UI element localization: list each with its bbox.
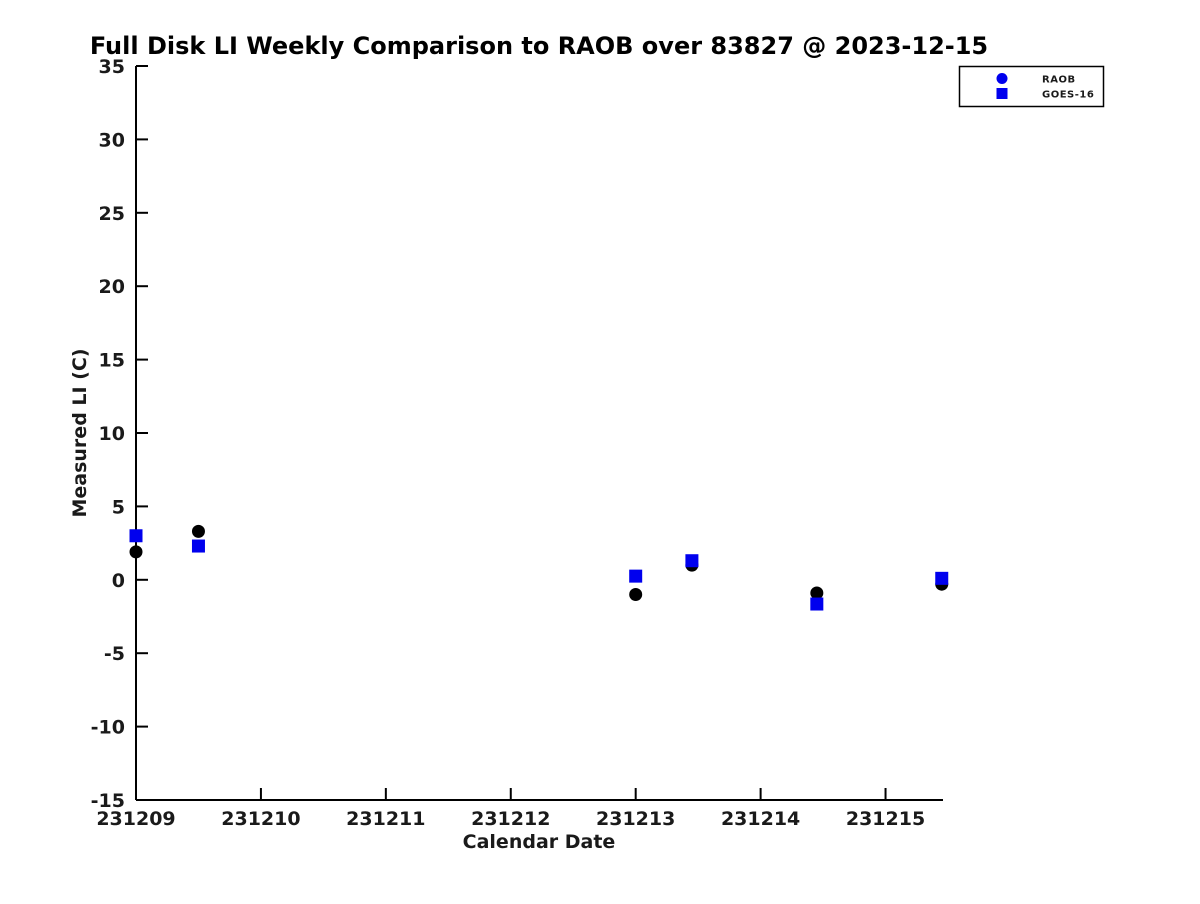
y-tick-label: 30 [99,129,125,151]
data-point-raob [629,587,643,601]
y-tick-label: 20 [99,276,125,298]
y-tick-label: -10 [91,717,125,739]
y-tick-label: -15 [91,790,125,812]
y-tick-label: 10 [99,423,125,445]
y-tick-label: 5 [112,496,125,518]
data-point-goes-16 [629,569,643,583]
data-point-goes-16 [129,529,143,543]
y-tick-label: 15 [99,350,125,372]
legend-marker-goes-16-icon [996,88,1008,99]
data-point-goes-16 [935,571,949,585]
chart-title: Full Disk LI Weekly Comparison to RAOB o… [90,32,988,60]
legend-label-raob: RAOB [1042,75,1076,86]
legend-box [958,65,1105,108]
x-tick-label: 231211 [346,808,425,830]
x-tick-label: 231210 [221,808,300,830]
y-tick-label: 35 [99,56,125,78]
legend-marker-raob-icon [996,73,1008,84]
legend-label-goes-16: GOES-16 [1042,90,1094,101]
x-axis-label: Calendar Date [463,831,616,853]
data-point-raob [129,545,143,559]
axes-spines [135,66,943,801]
y-tick-label: 25 [99,203,125,225]
data-point-goes-16 [685,554,699,568]
y-tick-label: 0 [112,570,125,592]
axis-ticks: 231209 231210 231211 231212 231213 231214 2312… [91,56,926,830]
data-point-raob [810,586,824,600]
data-point-goes-16 [810,597,824,611]
x-tick-label: 231209 [96,808,175,830]
x-tick-label: 231215 [846,808,925,830]
data-point-goes-16 [191,539,205,553]
y-tick-label: -5 [104,643,125,665]
data-points [129,524,949,611]
y-axis-label: Measured LI (C) [69,348,91,517]
legend: RAOB GOES-16 [958,65,1105,108]
x-tick-label: 231214 [721,808,800,830]
x-tick-label: 231213 [596,808,675,830]
data-point-raob [191,524,205,538]
x-tick-label: 231212 [471,808,550,830]
